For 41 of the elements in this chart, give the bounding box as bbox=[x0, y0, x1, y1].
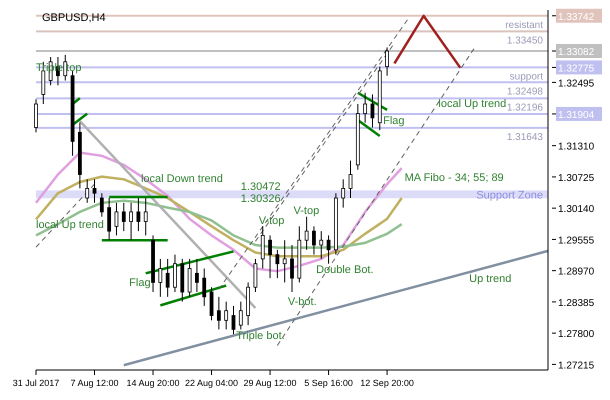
annotation: Triple bot. bbox=[236, 330, 285, 342]
band-label: Support Zone bbox=[476, 189, 543, 202]
y-tick-label: 1.27215 bbox=[558, 360, 595, 372]
ref-line-label: 1.32498 bbox=[506, 86, 544, 98]
y-tick-label: 1.31904 bbox=[558, 110, 595, 121]
y-tick-label: 1.33082 bbox=[558, 47, 595, 58]
x-tick-label: 14 Aug 20:00 bbox=[126, 378, 180, 388]
annotation: 1.30326 bbox=[240, 192, 281, 205]
annotation: Double Bot. bbox=[316, 264, 374, 276]
y-tick-label: 1.32775 bbox=[558, 63, 595, 74]
y-tick-label: 1.32495 bbox=[558, 78, 595, 90]
ref-line-label: 1.33450 bbox=[506, 35, 544, 46]
y-tick-label: 1.28385 bbox=[558, 298, 595, 309]
y-tick-label: 1.27800 bbox=[558, 329, 595, 340]
annotation: Up trend bbox=[469, 273, 512, 286]
y-tick-label: 1.30140 bbox=[558, 204, 595, 216]
x-tick-label: 7 Aug 12:00 bbox=[70, 378, 119, 388]
x-tick-label: 31 Jul 2017 bbox=[12, 378, 60, 388]
x-tick-label: 5 Sep 16:00 bbox=[304, 378, 353, 388]
chart-title: GBPUSD,H4 bbox=[42, 12, 106, 24]
x-tick-label: 22 Aug 04:00 bbox=[185, 378, 238, 388]
ref-line-label: support bbox=[510, 72, 544, 83]
y-tick-label: 1.33742 bbox=[558, 12, 595, 23]
annotation: local Down trend bbox=[140, 173, 223, 186]
annotation: V-top bbox=[294, 205, 320, 218]
x-tick-label: 29 Aug 12:00 bbox=[244, 378, 297, 388]
annotation: 1.30472 bbox=[240, 181, 281, 194]
annotation: Flag bbox=[383, 115, 405, 128]
annotation: V-bot. bbox=[288, 296, 317, 308]
x-tick-label: 12 Sep 20:00 bbox=[360, 378, 414, 388]
y-tick-label: 1.29555 bbox=[558, 235, 595, 246]
annotation: local Up trend bbox=[36, 219, 104, 232]
annotation: Flag bbox=[129, 277, 151, 290]
y-tick-label: 1.30725 bbox=[558, 172, 595, 184]
y-tick-label: 1.28970 bbox=[558, 266, 595, 278]
annotation: local Up trend bbox=[438, 98, 506, 110]
legend-label: 1.32196 bbox=[506, 102, 544, 114]
annotation: MA Fibo - 34; 55; 89 bbox=[404, 172, 504, 184]
y-tick-label: 1.31310 bbox=[558, 142, 595, 153]
ref-line-label: resistant bbox=[505, 20, 544, 31]
ref-line-label: 1.31643 bbox=[506, 132, 544, 143]
